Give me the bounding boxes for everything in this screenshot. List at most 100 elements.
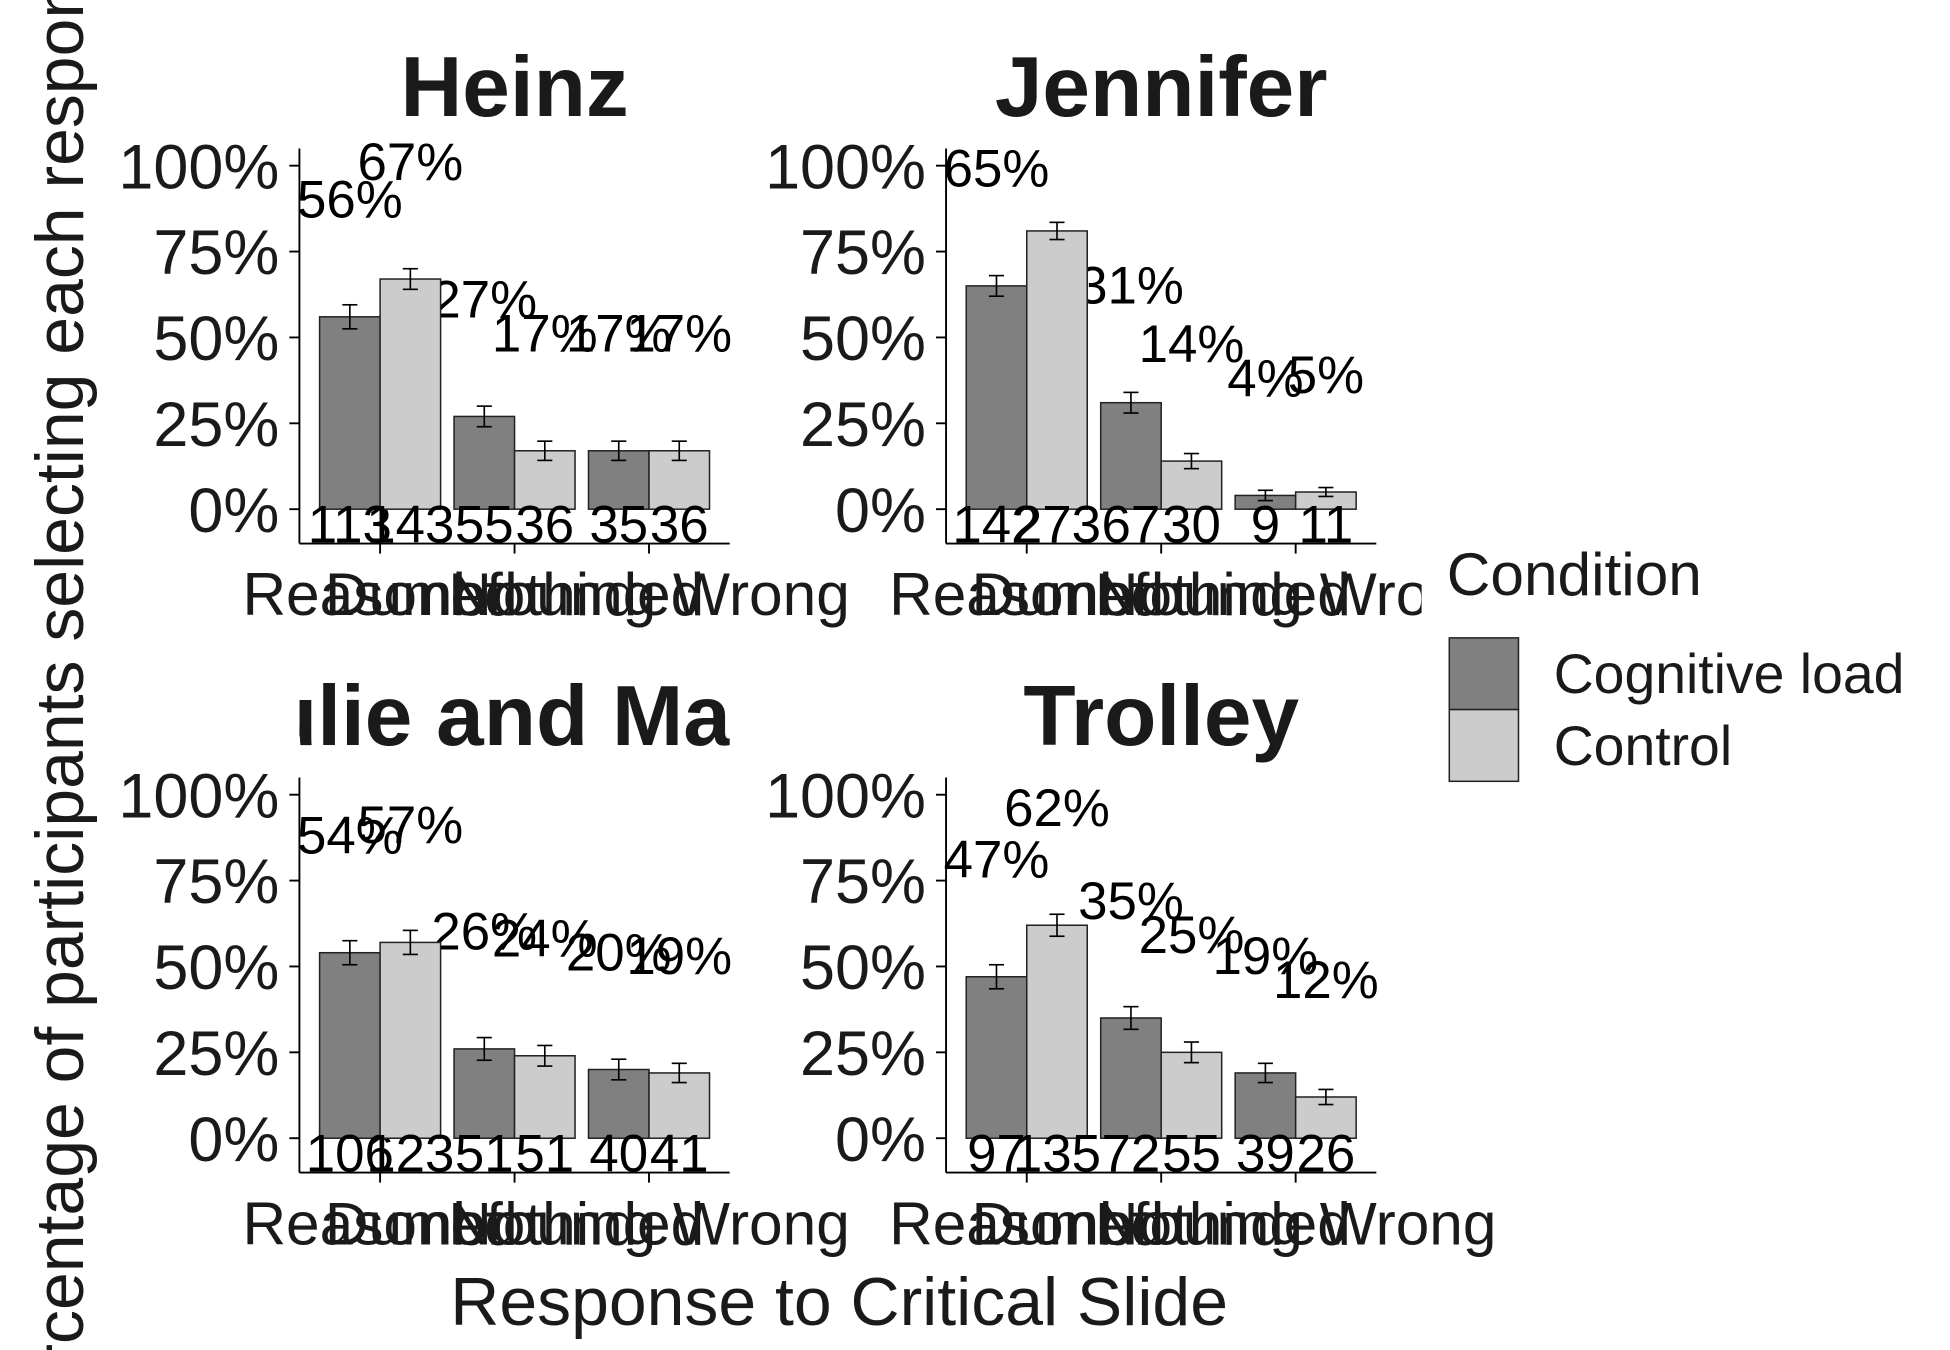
x-tick-label: Nothing Wrong [1095,560,1497,628]
data-label: 26% [431,903,537,962]
panel-title: Trolley [1023,669,1299,764]
count-label: 41 [650,1124,709,1183]
bar [379,278,442,510]
error-bar [537,1044,553,1067]
error-bar [671,1062,687,1084]
error-bar [1123,1005,1139,1031]
x-tick-label: Dumbfounded [325,1189,704,1257]
error-bar [1257,489,1273,502]
count-label: 30 [1162,495,1221,554]
legend-title: Condition [1447,540,1702,608]
data-label: 24% [492,910,598,969]
bar [1099,1017,1162,1139]
error-bar [988,963,1005,990]
count-label: 113 [308,495,392,554]
y-axis-title: Percentage of participants selecting eac… [23,0,98,1350]
y-tick-label: 100% [118,132,279,202]
data-label: 31% [1078,257,1184,316]
count-label: 26 [1297,1124,1356,1183]
count-label: 11 [1298,495,1353,554]
x-tick-label: Dumbfounded [972,560,1351,628]
bar [965,976,1028,1139]
count-label: 9 [1251,495,1280,554]
data-label: 5% [1288,346,1364,405]
y-tick-label: 50% [153,933,279,1003]
y-tick-label: 0% [188,476,279,546]
x-axis-title: Response to Critical Slide [450,1265,1228,1340]
y-tick-label: 75% [800,847,926,917]
error-bar [1123,391,1139,414]
bar [1025,230,1088,510]
count-label: 35 [589,495,648,554]
count-label: 51 [515,1124,574,1183]
count-label: 55 [1162,1124,1221,1183]
data-label: 20% [566,923,672,982]
error-bar [1183,452,1199,470]
data-label: 47% [944,831,1050,890]
panel-title: Heinz [400,40,628,135]
error-bar [402,267,418,291]
panel-title: Julie and Mark [217,669,812,764]
data-label: 4% [1227,349,1303,408]
y-tick-label: 0% [188,1105,279,1175]
data-label: 17% [626,305,732,364]
bar [318,951,381,1139]
y-tick-label: 100% [765,132,926,202]
y-tick-label: 100% [118,761,279,831]
count-label: 40 [589,1124,648,1183]
error-bar [671,440,687,462]
y-tick-label: 25% [153,390,279,460]
count-label: 143 [366,495,454,554]
error-bar [611,440,627,462]
error-bar [537,440,553,462]
bar [1234,1072,1297,1139]
data-label: 65% [944,140,1050,199]
data-label: 35% [1078,872,1184,931]
error-bar [342,939,358,966]
x-tick-label: Reasoned [889,1189,1164,1257]
count-label: 106 [306,1124,394,1183]
error-bar [1049,913,1065,938]
x-tick-label: Nothing Wrong [448,1189,850,1257]
x-tick-label: Reasoned [242,560,517,628]
bar [965,285,1028,510]
data-label: 27% [431,270,537,329]
error-bar [611,1058,627,1081]
y-tick-label: 100% [765,761,926,831]
count-label: 36 [515,495,574,554]
count-label: 142 [952,495,1040,554]
x-tick-label: Nothing Wrong [1095,1189,1497,1257]
y-tick-label: 50% [800,933,926,1003]
error-bar [1318,1088,1334,1106]
legend-key [1448,708,1520,783]
error-bar [476,405,492,428]
error-bar [476,1036,492,1062]
panel-title: Jennifer [995,40,1328,135]
legend-label: Control [1554,715,1732,777]
x-tick-label: Reasoned [889,560,1164,628]
x-tick-label: Reasoned [242,1189,517,1257]
error-bar [342,303,358,330]
count-label: 39 [1236,1124,1295,1183]
y-tick-label: 75% [153,847,279,917]
data-label: 14% [1139,315,1245,374]
legend-label: Cognitive load [1554,643,1905,705]
data-label: 17% [566,305,672,364]
count-label: 273 [1013,495,1101,554]
y-tick-label: 75% [800,218,926,288]
legend-key [1448,637,1520,711]
error-bar [1183,1041,1199,1064]
data-label: 25% [1139,906,1245,965]
bar [648,1072,711,1139]
count-label: 97 [967,1124,1026,1183]
data-label: 67% [357,133,463,192]
bar [513,1055,576,1139]
y-tick-label: 75% [153,218,279,288]
count-label: 123 [366,1124,454,1183]
data-label: 17% [492,305,598,364]
count-label: 36 [650,495,709,554]
bar [1025,924,1088,1139]
y-tick-label: 25% [800,390,926,460]
x-tick-label: Dumbfounded [325,560,704,628]
